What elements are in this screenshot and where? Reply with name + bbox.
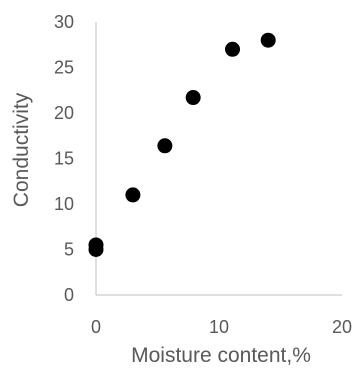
y-tick-label: 5 bbox=[64, 240, 74, 260]
data-point bbox=[260, 32, 276, 48]
axes bbox=[95, 22, 342, 296]
y-tick-label: 0 bbox=[64, 285, 74, 305]
x-tick-label: 0 bbox=[91, 317, 101, 337]
data-point bbox=[125, 187, 141, 203]
y-tick-label: 15 bbox=[54, 149, 74, 169]
y-tick-labels: 0 5 10 15 20 25 30 bbox=[54, 12, 74, 305]
x-tick-label: 20 bbox=[332, 317, 352, 337]
data-point bbox=[88, 237, 104, 253]
y-tick-label: 20 bbox=[54, 103, 74, 123]
data-point bbox=[225, 41, 241, 57]
y-axis-label: Conductivity bbox=[10, 92, 33, 207]
x-tick-label: 10 bbox=[209, 317, 229, 337]
data-points bbox=[88, 32, 276, 257]
x-axis-label: Moisture content,% bbox=[131, 344, 311, 367]
y-tick-label: 25 bbox=[54, 58, 74, 78]
y-tick-label: 10 bbox=[54, 194, 74, 214]
x-tick-labels: 0 10 20 bbox=[91, 317, 352, 337]
y-tick-label: 30 bbox=[54, 12, 74, 32]
data-point bbox=[185, 90, 201, 106]
data-point bbox=[157, 138, 173, 154]
